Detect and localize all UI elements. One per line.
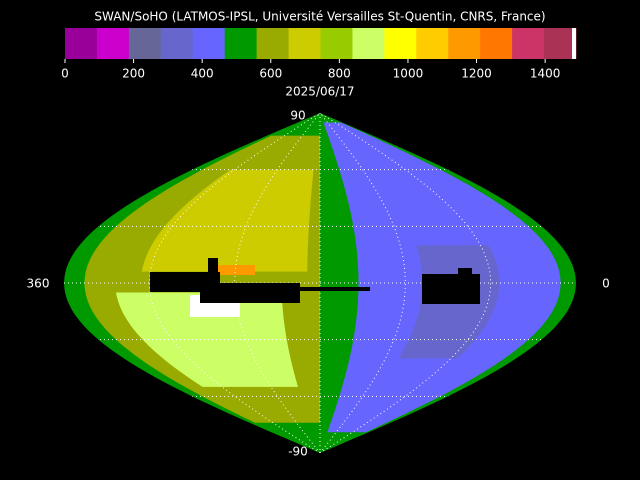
colorbar-tick-label: 1000 [393, 67, 424, 81]
bottom-label: -90 [288, 445, 308, 459]
mask [208, 258, 218, 274]
colorbar-segment [544, 28, 577, 59]
mask [458, 268, 472, 276]
meridian [319, 113, 406, 453]
colorbar-segment [480, 28, 513, 59]
left-label: 360 [27, 277, 50, 291]
colorbar: 0 200 400 600 800 1000 1200 1400 [61, 28, 577, 81]
mask [422, 274, 480, 304]
colorbar-segment [224, 28, 258, 59]
colorbar-segment [160, 28, 194, 59]
colorbar-segment [65, 28, 98, 59]
colorbar-segment [256, 28, 290, 59]
colorbar-end [572, 28, 576, 59]
colorbar-tick-label: 200 [122, 67, 145, 81]
colorbar-segment [512, 28, 545, 59]
colorbar-tick-label: 1200 [461, 67, 492, 81]
colorbar-tick-label: 800 [328, 67, 351, 81]
colorbar-tick-label: 0 [61, 67, 69, 81]
title: SWAN/SoHO (LATMOS-IPSL, Université Versa… [94, 10, 545, 24]
colorbar-segment [384, 28, 417, 59]
mask [200, 283, 300, 303]
colorbar-segment [320, 28, 353, 59]
colorbar-segment [448, 28, 481, 59]
bright-spot [215, 265, 255, 275]
colorbar-segment [352, 28, 385, 59]
sky-region [141, 169, 314, 272]
colorbar-segment [416, 28, 449, 59]
colorbar-segment [128, 28, 162, 59]
colorbar-segment [288, 28, 321, 59]
meridian [319, 113, 492, 453]
colorbar-tick-label: 400 [191, 67, 214, 81]
right-label: 0 [602, 277, 610, 291]
sky-region [115, 292, 298, 387]
colorbar-segment [192, 28, 226, 59]
colorbar-segment [96, 28, 130, 59]
sky-map [64, 113, 576, 453]
colorbar-tick-label: 600 [259, 67, 282, 81]
colorbar-tick-label: 1400 [530, 67, 561, 81]
date: 2025/06/17 [285, 85, 354, 99]
meridian [148, 113, 321, 453]
top-label: 90 [290, 109, 305, 123]
mask [150, 287, 370, 291]
meridian [234, 113, 321, 453]
sky-region [320, 113, 359, 453]
